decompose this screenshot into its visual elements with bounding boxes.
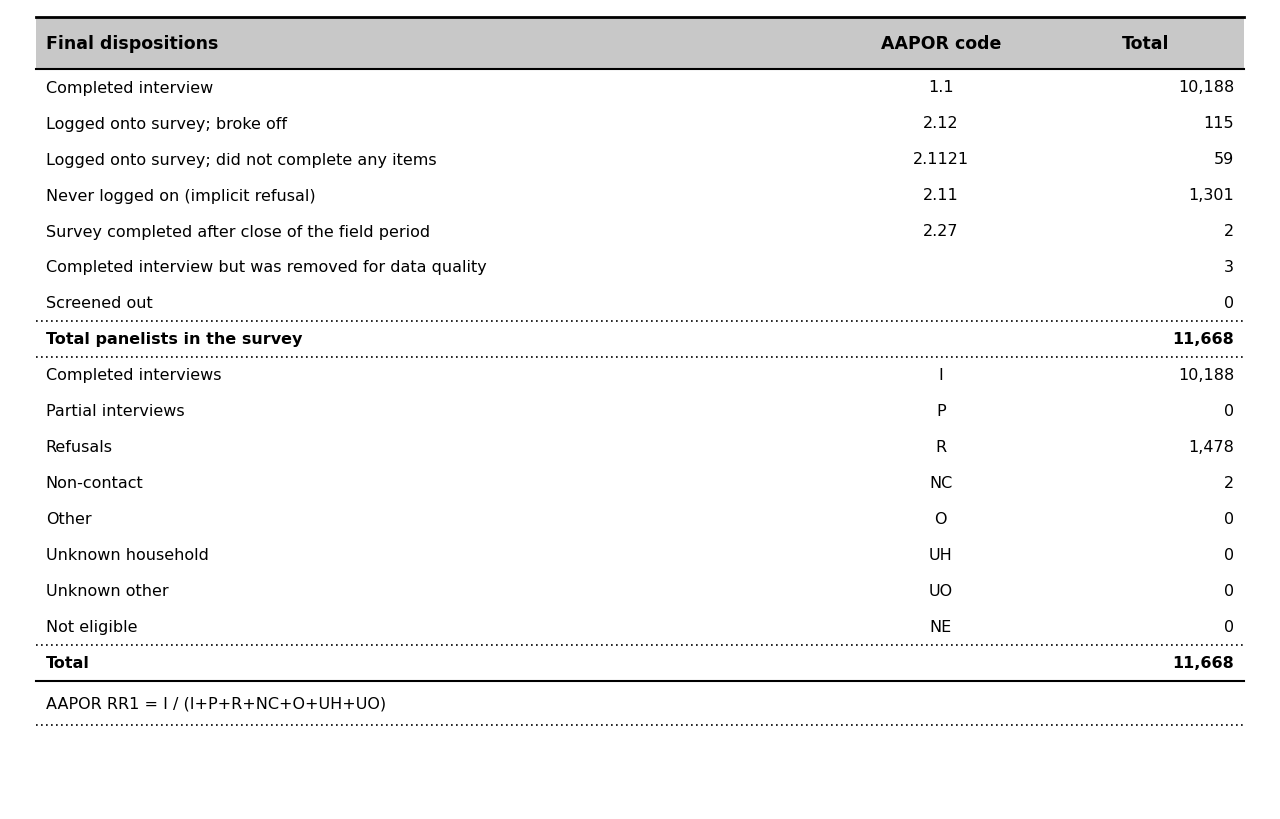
Bar bbox=[36, 18, 1244, 70]
Text: UH: UH bbox=[929, 548, 952, 563]
Text: 1,478: 1,478 bbox=[1188, 440, 1234, 455]
Text: Logged onto survey; broke off: Logged onto survey; broke off bbox=[46, 116, 287, 131]
Text: AAPOR RR1 = I / (I+P+R+NC+O+UH+UO): AAPOR RR1 = I / (I+P+R+NC+O+UH+UO) bbox=[46, 695, 387, 711]
Text: 10,188: 10,188 bbox=[1178, 368, 1234, 383]
Text: 115: 115 bbox=[1203, 116, 1234, 131]
Text: 1,301: 1,301 bbox=[1188, 188, 1234, 203]
Text: Logged onto survey; did not complete any items: Logged onto survey; did not complete any… bbox=[46, 152, 436, 167]
Text: 59: 59 bbox=[1213, 152, 1234, 167]
Text: 2.1121: 2.1121 bbox=[913, 152, 969, 167]
Text: Partial interviews: Partial interviews bbox=[46, 404, 184, 419]
Text: Total: Total bbox=[1121, 35, 1170, 53]
Text: 1.1: 1.1 bbox=[928, 80, 954, 95]
Text: Total: Total bbox=[46, 656, 90, 671]
Text: 3: 3 bbox=[1224, 260, 1234, 275]
Text: 2.27: 2.27 bbox=[923, 224, 959, 239]
Text: 11,668: 11,668 bbox=[1172, 332, 1234, 347]
Text: 2: 2 bbox=[1224, 476, 1234, 491]
Text: Total panelists in the survey: Total panelists in the survey bbox=[46, 332, 302, 347]
Text: 10,188: 10,188 bbox=[1178, 80, 1234, 95]
Text: Completed interview but was removed for data quality: Completed interview but was removed for … bbox=[46, 260, 486, 275]
Text: Not eligible: Not eligible bbox=[46, 620, 137, 635]
Text: Final dispositions: Final dispositions bbox=[46, 35, 218, 53]
Text: 0: 0 bbox=[1224, 296, 1234, 311]
Text: Unknown household: Unknown household bbox=[46, 548, 209, 563]
Text: 2.11: 2.11 bbox=[923, 188, 959, 203]
Text: Never logged on (implicit refusal): Never logged on (implicit refusal) bbox=[46, 188, 315, 203]
Text: 0: 0 bbox=[1224, 548, 1234, 563]
Text: Non-contact: Non-contact bbox=[46, 476, 143, 491]
Text: Completed interviews: Completed interviews bbox=[46, 368, 221, 383]
Text: 0: 0 bbox=[1224, 404, 1234, 419]
Text: Refusals: Refusals bbox=[46, 440, 113, 455]
Text: UO: UO bbox=[929, 584, 952, 599]
Text: Unknown other: Unknown other bbox=[46, 584, 169, 599]
Text: AAPOR code: AAPOR code bbox=[881, 35, 1001, 53]
Text: NE: NE bbox=[929, 620, 952, 635]
Text: 2.12: 2.12 bbox=[923, 116, 959, 131]
Text: 11,668: 11,668 bbox=[1172, 656, 1234, 671]
Text: I: I bbox=[938, 368, 943, 383]
Text: 2: 2 bbox=[1224, 224, 1234, 239]
Text: Survey completed after close of the field period: Survey completed after close of the fiel… bbox=[46, 224, 430, 239]
Text: 0: 0 bbox=[1224, 620, 1234, 635]
Text: Screened out: Screened out bbox=[46, 296, 152, 311]
Text: R: R bbox=[936, 440, 946, 455]
Text: Completed interview: Completed interview bbox=[46, 80, 212, 95]
Text: P: P bbox=[936, 404, 946, 419]
Text: O: O bbox=[934, 512, 947, 527]
Text: 0: 0 bbox=[1224, 584, 1234, 599]
Text: 0: 0 bbox=[1224, 512, 1234, 527]
Text: NC: NC bbox=[929, 476, 952, 491]
Text: Other: Other bbox=[46, 512, 91, 527]
